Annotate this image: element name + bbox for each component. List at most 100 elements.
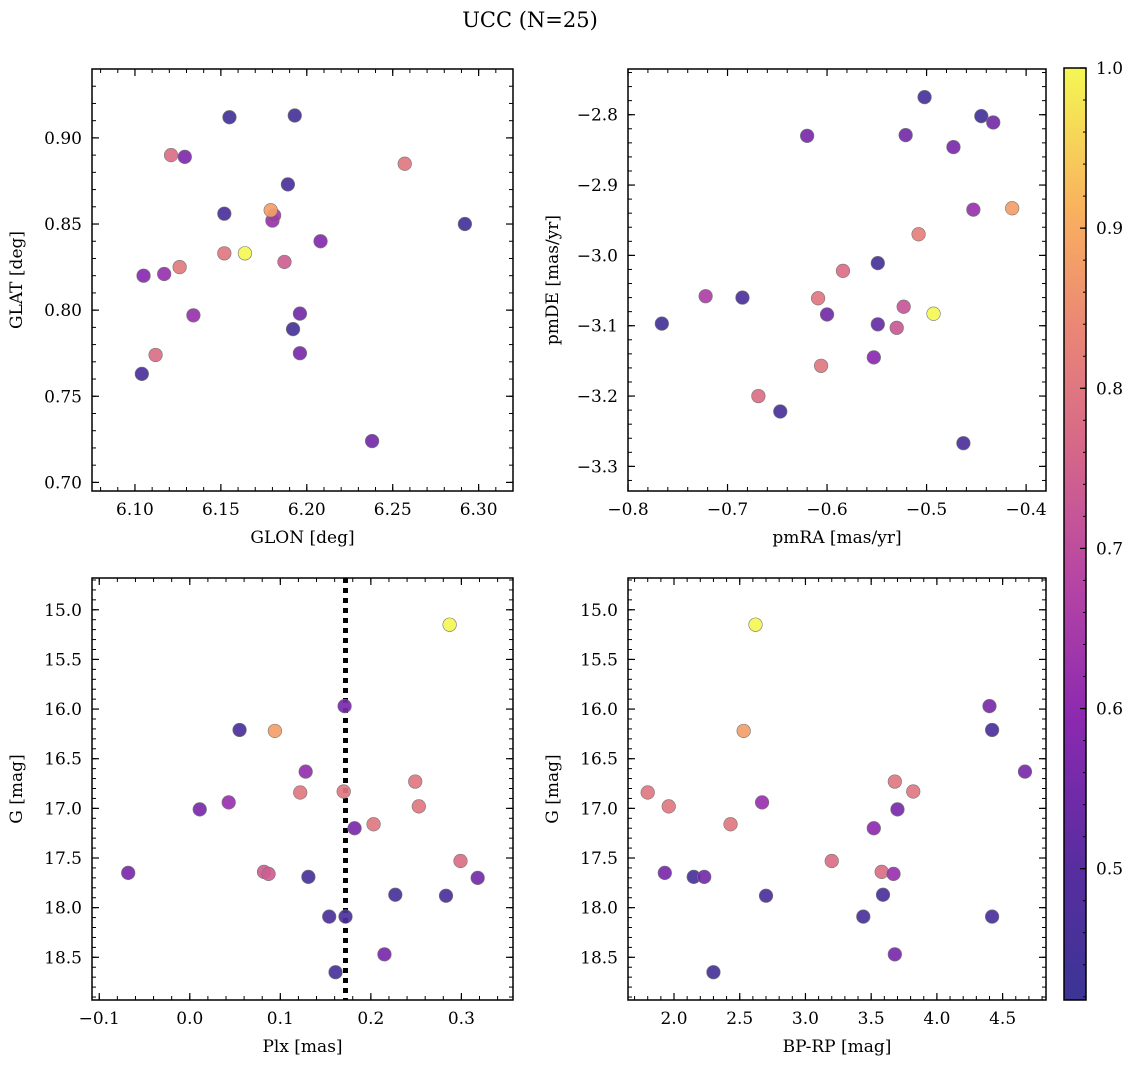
data-point: [926, 306, 941, 321]
data-point: [866, 350, 881, 365]
data-point: [263, 203, 278, 218]
data-point: [293, 785, 308, 800]
data-point: [698, 289, 713, 304]
data-point: [870, 317, 885, 332]
data-point: [697, 869, 712, 884]
colorbar: 0.5 0.6 0.7 0.8 0.9 1.0: [1063, 59, 1123, 1001]
data-point: [338, 909, 353, 924]
data-point: [896, 299, 911, 314]
data-point: [217, 206, 232, 221]
y-tick-label: 0.70: [44, 473, 82, 493]
data-point: [887, 947, 902, 962]
y-tick-label: 18.0: [44, 899, 82, 919]
data-point: [261, 866, 276, 881]
data-point: [986, 115, 1001, 130]
data-point: [277, 254, 292, 270]
x-axis-label: pmRA [mas/yr]: [772, 528, 901, 548]
colorbar-tick-label: 0.5: [1096, 860, 1123, 880]
data-point: [364, 433, 380, 449]
y-tick-label: −3.3: [577, 457, 618, 477]
data-point: [640, 785, 655, 800]
data-point: [328, 965, 343, 980]
x-tick-label: 0.3: [448, 1009, 475, 1029]
data-point: [890, 802, 905, 817]
data-point: [232, 722, 247, 738]
data-point: [917, 90, 932, 105]
panel-glon-glat: 6.10 6.15 6.20 6.25 6.30 0.70 0.75 0.80 0.85 0.90…: [7, 68, 514, 548]
data-point: [835, 263, 851, 278]
data-point: [1005, 201, 1020, 216]
colorbar-frame: [1063, 67, 1087, 1001]
axes-frame: [627, 577, 1047, 1001]
data-point: [280, 177, 295, 192]
y-tick-label: 18.5: [580, 948, 618, 968]
x-tick-label: 0.0: [176, 1009, 203, 1029]
data-point: [267, 723, 282, 739]
colorbar-tick-label: 1.0: [1096, 59, 1123, 79]
data-point: [800, 128, 815, 143]
data-point: [754, 795, 770, 810]
x-tick-label: −0.7: [707, 500, 748, 520]
data-point: [870, 256, 885, 271]
x-tick-label: 0.1: [267, 1009, 294, 1029]
data-point: [221, 795, 236, 810]
data-point: [192, 802, 207, 817]
data-point: [298, 764, 313, 779]
data-point: [322, 909, 337, 924]
data-point: [313, 234, 328, 249]
data-point: [657, 865, 672, 881]
data-point: [898, 128, 913, 143]
data-point: [134, 366, 149, 381]
y-tick-label: 16.0: [44, 700, 82, 720]
x-axis-label: BP-RP [mag]: [783, 1037, 892, 1057]
colorbar-gradient: [1064, 68, 1086, 1000]
y-tick-label: −3.0: [577, 246, 618, 266]
data-point: [661, 799, 676, 814]
data-point: [911, 227, 926, 242]
data-point: [856, 909, 871, 924]
y-tick-label: −3.2: [577, 387, 618, 407]
y-axis-label: GLAT [deg]: [7, 231, 27, 329]
data-point: [751, 388, 766, 404]
data-point: [217, 246, 232, 261]
data-point: [866, 821, 881, 836]
panel-pmra-pmde: −0.8 −0.7 −0.6 −0.5 −0.4 −3.3 −3.2 −3.1 −3.0 −2.9…: [543, 68, 1047, 548]
figure-title: UCC (N=25): [462, 8, 598, 32]
data-point: [163, 148, 179, 163]
data-point: [366, 817, 381, 832]
x-tick-label: −0.5: [906, 500, 947, 520]
data-point: [377, 947, 392, 962]
data-point: [824, 853, 839, 869]
data-point: [337, 698, 352, 714]
y-tick-label: 16.5: [44, 750, 82, 770]
y-tick-label: 18.0: [580, 899, 618, 919]
x-tick-label: 6.10: [116, 500, 154, 520]
x-tick-label: −0.6: [806, 500, 847, 520]
data-point: [157, 266, 172, 282]
data-point: [292, 306, 308, 321]
data-point: [347, 821, 362, 836]
colorbar-tick-label: 0.6: [1096, 700, 1123, 720]
y-tick-label: 17.5: [580, 849, 618, 869]
x-tick-label: 4.0: [923, 1009, 950, 1029]
x-tick-label: 3.5: [858, 1009, 885, 1029]
data-point: [287, 108, 302, 123]
y-tick-label: 15.5: [580, 650, 618, 670]
x-tick-label: −0.8: [607, 500, 648, 520]
data-point: [887, 774, 902, 789]
data-point: [886, 866, 901, 881]
y-tick-label: 0.75: [44, 387, 82, 407]
panel-plx-g: −0.1 0.0 0.1 0.2 0.3 15.0 15.5 16.0 16.5 17.0 17.5…: [7, 577, 514, 1057]
data-point: [136, 268, 151, 283]
colorbar-tick-label: 0.9: [1096, 219, 1123, 239]
data-point: [285, 321, 301, 337]
y-tick-label: 16.0: [580, 700, 618, 720]
data-point: [186, 308, 201, 323]
y-tick-label: 0.85: [44, 215, 82, 235]
colorbar-tick-label: 0.8: [1096, 379, 1123, 399]
colorbar-tick-label: 0.7: [1096, 539, 1123, 559]
data-point: [736, 723, 751, 739]
data-point: [946, 139, 961, 155]
y-tick-label: −3.1: [577, 317, 618, 337]
y-axis-label: pmDE [mas/yr]: [543, 215, 563, 345]
